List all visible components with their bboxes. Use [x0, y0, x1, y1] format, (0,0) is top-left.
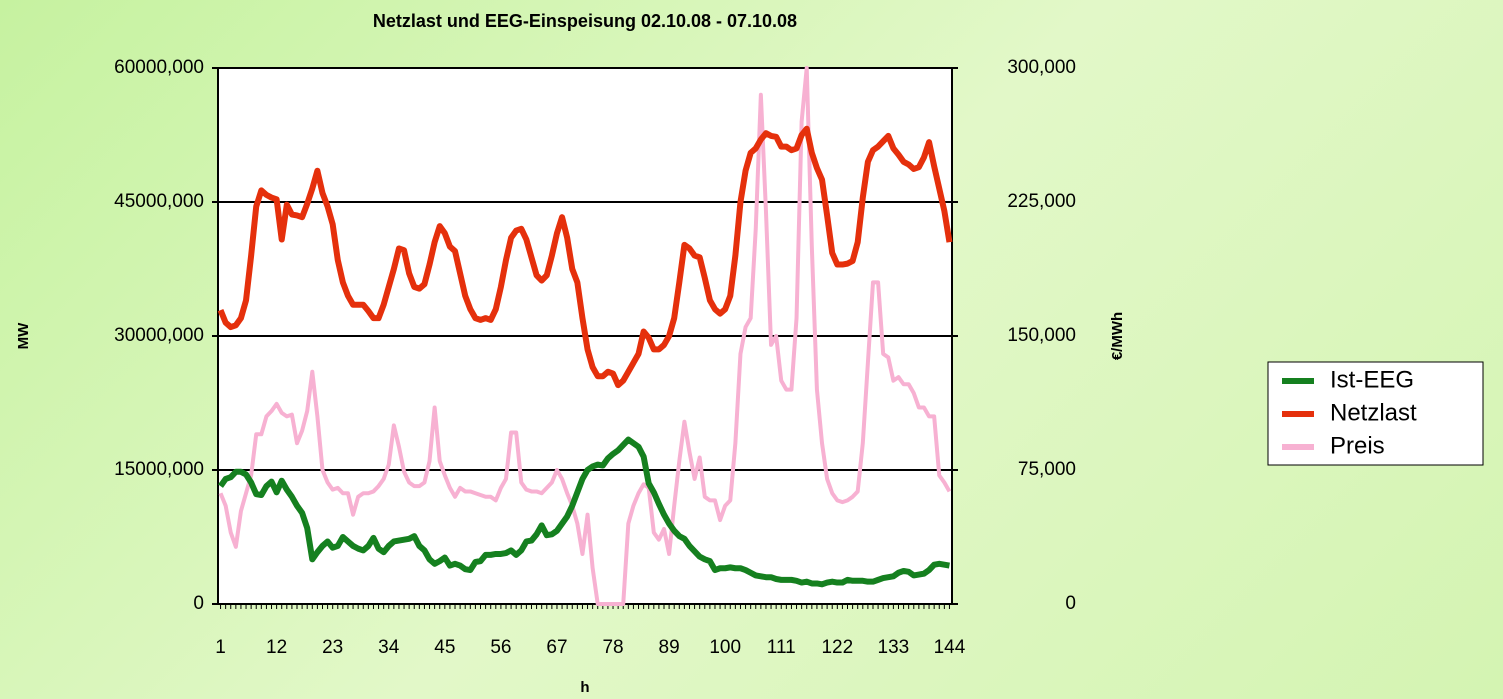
legend-label: Ist-EEG [1330, 366, 1414, 393]
x-tick-label: 34 [378, 637, 400, 658]
y-tick-label: 45000,000 [114, 191, 204, 212]
y-tick-label: 15000,000 [114, 459, 204, 480]
series-line [218, 66, 952, 606]
y2-axis-title: €/MWh [1109, 312, 1126, 360]
x-tick-label: 45 [434, 637, 455, 658]
plot-border [217, 67, 953, 605]
y2-tick-label: 150,000 [1007, 325, 1076, 346]
y-axis-title: MW [15, 322, 32, 349]
x-tick-label: 23 [322, 637, 343, 658]
chart-title: Netzlast und EEG-Einspeisung 02.10.08 - … [373, 11, 797, 31]
y2-tick-label: 0 [1065, 593, 1076, 614]
series-line [218, 436, 950, 588]
x-tick-label: 111 [767, 637, 796, 658]
legend-label: Preis [1330, 432, 1385, 459]
x-tick-label: 56 [490, 637, 511, 658]
series-line [217, 125, 953, 389]
x-tick-label: 89 [659, 637, 680, 658]
x-tick-label: 67 [546, 637, 567, 658]
x-tick-label: 78 [602, 637, 623, 658]
y-tick-label: 60000,000 [114, 57, 204, 78]
x-tick-label: 144 [934, 637, 966, 658]
y2-tick-label: 225,000 [1007, 191, 1076, 212]
x-axis-title: h [580, 679, 589, 696]
x-tick-label: 133 [878, 637, 910, 658]
y2-tick-label: 300,000 [1007, 57, 1076, 78]
y-tick-label: 0 [193, 593, 204, 614]
y-tick-label: 30000,000 [114, 325, 204, 346]
legend-label: Netzlast [1330, 399, 1417, 426]
y2-tick-label: 75,000 [1018, 459, 1076, 480]
x-tick-label: 12 [266, 637, 287, 658]
x-tick-label: 1 [215, 637, 226, 658]
x-tick-label: 122 [821, 637, 853, 658]
x-tick-label: 100 [709, 637, 741, 658]
